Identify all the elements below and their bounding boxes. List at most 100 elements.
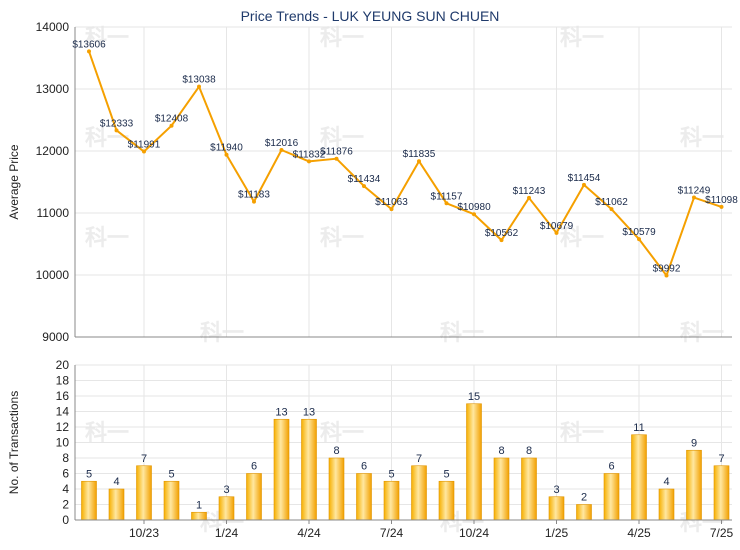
price-point bbox=[719, 204, 724, 209]
transaction-data-label: 13 bbox=[275, 406, 287, 418]
transaction-data-label: 2 bbox=[581, 492, 587, 504]
price-data-label: $11991 bbox=[128, 140, 161, 151]
watermark: 科一 bbox=[320, 25, 364, 50]
price-point bbox=[609, 207, 614, 212]
watermark: 科一 bbox=[85, 25, 129, 50]
transaction-bar bbox=[438, 480, 455, 521]
price-point bbox=[417, 159, 421, 164]
price-data-label: $9992 bbox=[653, 263, 681, 274]
watermark: 科一 bbox=[320, 420, 364, 445]
price-point bbox=[499, 238, 504, 243]
price-series-line bbox=[88, 51, 722, 277]
transaction-data-label: 13 bbox=[303, 406, 315, 418]
price-data-label: $11940 bbox=[210, 143, 243, 154]
x-tick-label: 7/24 bbox=[380, 526, 404, 540]
transaction-data-label: 6 bbox=[251, 461, 257, 473]
transaction-data-label: 6 bbox=[608, 461, 614, 473]
price-point bbox=[197, 84, 201, 89]
price-point bbox=[389, 207, 394, 212]
watermark: 科一 bbox=[560, 225, 604, 250]
line-y-tick-label: 12000 bbox=[36, 144, 70, 158]
transaction-data-label: 3 bbox=[553, 484, 559, 496]
price-data-label: $11249 bbox=[678, 186, 711, 197]
price-data-label: $11063 bbox=[375, 197, 408, 208]
watermark: 科一 bbox=[85, 420, 129, 445]
price-data-label: $11835 bbox=[403, 149, 436, 160]
price-data-label: $11832 bbox=[293, 149, 326, 160]
line-plot-area bbox=[75, 27, 732, 337]
transaction-bar bbox=[383, 480, 400, 521]
price-point bbox=[142, 149, 146, 154]
price-point bbox=[334, 156, 339, 161]
price-point bbox=[362, 184, 366, 189]
transaction-bar bbox=[328, 457, 345, 521]
watermark: 科一 bbox=[560, 420, 604, 445]
transaction-data-label: 5 bbox=[168, 468, 174, 480]
bar-y-tick-label: 12 bbox=[56, 420, 70, 434]
x-tick-label: 7/25 bbox=[710, 526, 734, 540]
price-point bbox=[87, 49, 91, 54]
transaction-data-label: 8 bbox=[333, 445, 339, 457]
transaction-data-label: 6 bbox=[361, 461, 367, 473]
price-point bbox=[582, 182, 586, 187]
watermark: 科一 bbox=[320, 225, 364, 250]
transaction-data-label: 8 bbox=[498, 445, 504, 457]
price-point bbox=[527, 195, 531, 200]
price-data-label: $11434 bbox=[348, 174, 381, 185]
transaction-bar bbox=[218, 496, 235, 521]
transaction-bar bbox=[521, 457, 537, 521]
bar-y-tick-label: 18 bbox=[56, 374, 70, 388]
transaction-data-label: 5 bbox=[443, 468, 449, 480]
x-tick-label: 10/24 bbox=[459, 526, 489, 540]
watermark: 科一 bbox=[680, 125, 724, 150]
price-data-label: $11183 bbox=[238, 190, 270, 201]
price-data-label: $12333 bbox=[100, 118, 134, 129]
watermark: 科一 bbox=[320, 125, 364, 150]
price-point bbox=[279, 148, 284, 153]
bar-y-tick-label: 8 bbox=[62, 451, 69, 465]
price-data-label: $12408 bbox=[155, 114, 189, 125]
price-point bbox=[472, 212, 476, 217]
transaction-bar bbox=[548, 496, 565, 521]
price-data-label: $12016 bbox=[265, 138, 299, 149]
price-data-label: $11098 bbox=[705, 195, 738, 206]
price-point bbox=[444, 201, 449, 206]
line-y-tick-label: 14000 bbox=[36, 20, 70, 34]
transaction-data-label: 7 bbox=[416, 453, 422, 465]
transaction-bar bbox=[81, 480, 97, 521]
transaction-bar bbox=[246, 473, 262, 521]
bar-y-tick-label: 2 bbox=[62, 498, 69, 512]
transaction-bar bbox=[411, 465, 427, 521]
bar-y-tick-label: 0 bbox=[62, 513, 69, 527]
line-y-tick-label: 9000 bbox=[42, 330, 69, 344]
line-y-axis-title: Average Price bbox=[7, 144, 21, 219]
transaction-bar bbox=[713, 465, 730, 521]
price-data-label: $10980 bbox=[457, 202, 491, 213]
line-y-tick-label: 11000 bbox=[37, 206, 70, 220]
transaction-data-label: 7 bbox=[141, 453, 147, 465]
line-y-tick-label: 10000 bbox=[36, 268, 70, 282]
price-data-label: $13038 bbox=[182, 75, 216, 86]
price-point bbox=[307, 159, 311, 164]
line-y-tick-label: 13000 bbox=[36, 82, 70, 96]
x-tick-label: 10/23 bbox=[129, 526, 159, 540]
transaction-bar bbox=[273, 418, 290, 521]
transaction-bar bbox=[136, 465, 152, 521]
bar-y-tick-label: 14 bbox=[56, 405, 70, 419]
watermark: 科一 bbox=[680, 320, 724, 345]
watermark: 科一 bbox=[85, 125, 129, 150]
transaction-bar bbox=[163, 480, 180, 521]
transaction-data-label: 7 bbox=[718, 453, 724, 465]
bar-y-axis-title: No. of Transactions bbox=[7, 391, 21, 494]
transaction-bar bbox=[108, 488, 125, 521]
bar-y-tick-label: 4 bbox=[62, 482, 69, 496]
x-tick-label: 4/25 bbox=[627, 526, 651, 540]
price-point bbox=[637, 237, 641, 242]
price-point bbox=[169, 123, 174, 128]
price-data-label: $10562 bbox=[485, 228, 519, 239]
transaction-data-label: 5 bbox=[86, 468, 92, 480]
watermark: 科一 bbox=[560, 25, 604, 50]
